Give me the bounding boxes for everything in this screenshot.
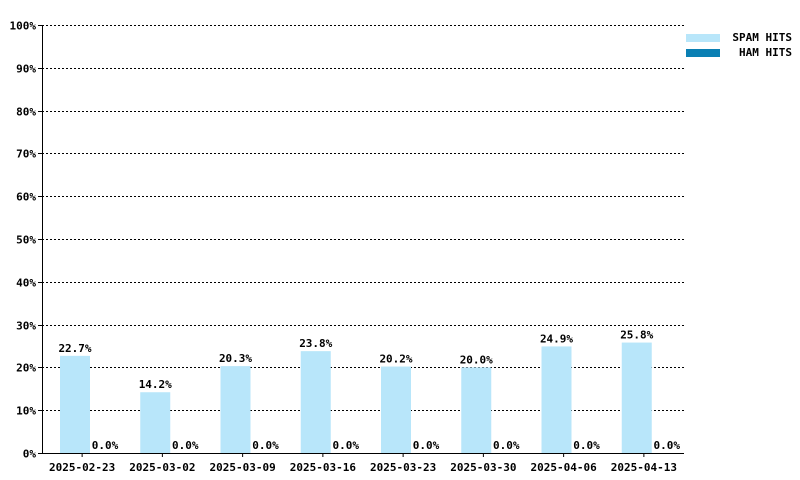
legend-item-ham: HAM HITS (686, 45, 792, 60)
value-label: 14.2% (139, 378, 172, 391)
y-tick-label: 0% (23, 448, 37, 461)
bar-spam (381, 366, 411, 453)
value-label: 24.9% (540, 332, 573, 345)
value-label: 0.0% (333, 439, 360, 452)
x-tick-label: 2025-03-30 (450, 461, 516, 474)
x-tick-label: 2025-04-13 (611, 461, 677, 474)
legend: SPAM HITS HAM HITS (686, 30, 792, 60)
bar-spam (621, 342, 652, 453)
x-tick-label: 2025-03-23 (370, 461, 436, 474)
value-label: 0.0% (573, 439, 600, 452)
value-label: 0.0% (92, 439, 119, 452)
legend-label-ham: HAM HITS (739, 46, 792, 59)
legend-item-spam: SPAM HITS (686, 30, 792, 45)
y-axis-ticks: 0% 10% 20% 30% 40% 50% 60% 70% 80% 90% 100% (10, 20, 42, 461)
value-label: 20.3% (219, 352, 252, 365)
y-tick-label: 70% (16, 148, 36, 161)
value-label: 0.0% (493, 439, 520, 452)
y-tick-label: 40% (16, 277, 36, 290)
value-label: 0.0% (413, 439, 440, 452)
value-label: 0.0% (654, 439, 681, 452)
value-label: 20.0% (460, 353, 493, 366)
bar-spam (140, 392, 171, 453)
bar-spam (60, 355, 90, 453)
bar-spam (220, 366, 251, 453)
y-tick-label: 20% (16, 362, 36, 375)
y-tick-label: 10% (16, 405, 36, 418)
legend-swatch-ham (686, 48, 720, 57)
bar-spam (300, 351, 331, 453)
y-tick-label: 30% (16, 320, 36, 333)
bar-spam (541, 346, 572, 453)
x-tick-label: 2025-03-09 (210, 461, 276, 474)
x-tick-label: 2025-03-02 (129, 461, 195, 474)
value-label: 25.8% (620, 329, 653, 342)
value-label: 22.7% (58, 342, 91, 355)
legend-swatch-spam (686, 33, 720, 42)
x-tick-label: 2025-03-16 (290, 461, 357, 474)
y-tick-label: 90% (16, 63, 36, 76)
legend-label-spam: SPAM HITS (732, 31, 792, 44)
value-label: 0.0% (252, 439, 279, 452)
value-label: 20.2% (379, 353, 412, 366)
y-tick-label: 50% (16, 234, 36, 247)
x-tick-label: 2025-02-23 (49, 461, 115, 474)
bars (60, 342, 652, 453)
x-tick-label: 2025-04-06 (531, 461, 598, 474)
axes (42, 25, 684, 454)
bar-spam (461, 367, 492, 453)
value-label: 23.8% (299, 337, 332, 350)
y-tick-label: 100% (10, 20, 37, 33)
y-tick-label: 60% (16, 191, 36, 204)
value-label: 0.0% (172, 439, 199, 452)
x-axis-ticks: 2025-02-23 2025-03-02 2025-03-09 2025-03-16… (49, 453, 677, 474)
value-labels: 22.7% 0.0% 14.2% 0.0% 20.3% 0.0% 23.8% 0.0% 20.2… (58, 329, 680, 452)
y-tick-label: 80% (16, 106, 36, 119)
gridlines (42, 25, 684, 411)
